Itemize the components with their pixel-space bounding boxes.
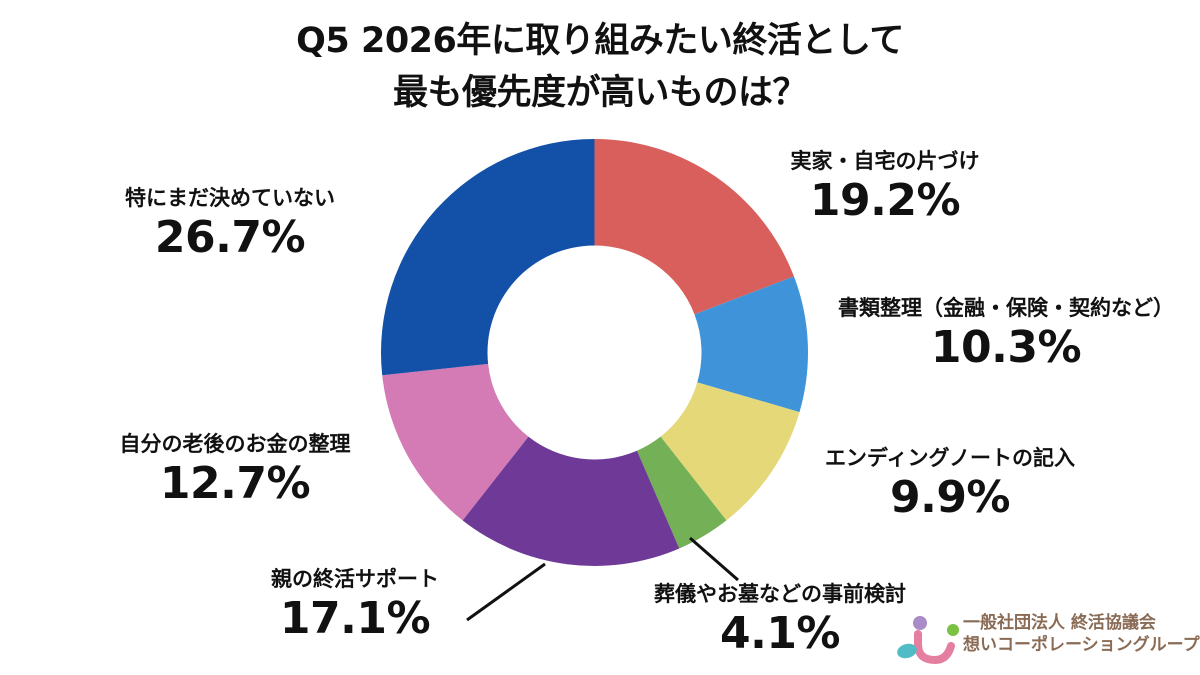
label-mada-kimeteinai: 特にまだ決めていない 26.7% [95, 184, 365, 264]
label-percentage: 26.7% [154, 212, 306, 263]
label-percentage: 19.2% [809, 175, 961, 226]
label-name: 書類整理（金融・保険・契約など） [838, 296, 1174, 320]
label-jikka-katazuke: 実家・自宅の片づけ 19.2% [740, 147, 1030, 227]
logo-group-name: 想いコーポレーショングループ [963, 635, 1200, 655]
label-sougi-ohaka: 葬儀やお墓などの事前検討 4.1% [625, 580, 935, 660]
logo-org-name: 一般社団法人 終活協議会 [963, 613, 1156, 633]
label-oya-shukatsu: 親の終活サポート 17.1% [255, 565, 455, 645]
leader-line [689, 536, 739, 582]
donut-slice [381, 139, 595, 376]
leader-lines [466, 536, 739, 622]
label-name: 自分の老後のお金の整理 [119, 432, 351, 456]
donut-slices [381, 139, 808, 566]
organization-logo: 一般社団法人 終活協議会 想いコーポレーショングループ [893, 608, 1200, 668]
label-rougo-okane: 自分の老後のお金の整理 12.7% [90, 430, 380, 510]
label-name: 親の終活サポート [271, 567, 439, 591]
label-percentage: 4.1% [719, 608, 841, 659]
label-percentage: 10.3% [930, 322, 1082, 373]
logo-text: 一般社団法人 終活協議会 想いコーポレーショングループ [963, 612, 1200, 656]
donut-slice [636, 436, 727, 549]
donut-slice [694, 276, 808, 413]
donut-slice [594, 139, 794, 315]
logo-mark-icon [897, 616, 959, 665]
chart-title-line-1: Q5 2026年に取り組みたい終活として [296, 21, 904, 61]
label-name: 実家・自宅の片づけ [790, 149, 980, 173]
donut-slice [660, 382, 800, 521]
label-name: エンディングノートの記入 [824, 446, 1076, 470]
donut-slice [462, 436, 680, 566]
leader-line [466, 562, 546, 622]
label-name: 葬儀やお墓などの事前検討 [654, 582, 906, 606]
label-percentage: 17.1% [279, 593, 431, 644]
label-percentage: 12.7% [159, 458, 311, 509]
donut-slice [382, 363, 529, 521]
label-shorui-seiri: 書類整理（金融・保険・契約など） 10.3% [812, 294, 1200, 374]
label-ending-note: エンディングノートの記入 9.9% [800, 444, 1100, 524]
chart-title-line-2: 最も優先度が高いものは？ [392, 73, 808, 113]
label-percentage: 9.9% [889, 472, 1011, 523]
label-name: 特にまだ決めていない [125, 186, 335, 210]
